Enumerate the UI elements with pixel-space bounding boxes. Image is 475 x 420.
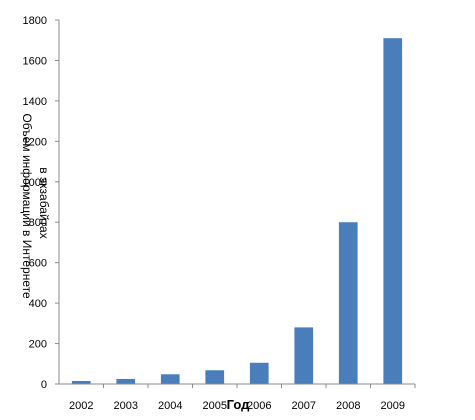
y-tick-label: 0 <box>41 379 47 391</box>
y-tick-label: 1600 <box>23 55 47 67</box>
x-tick-label-2003: 2003 <box>114 400 138 412</box>
y-axis-ticks: 0 200 400 600 800 1000 1200 1400 1600 1800 <box>23 15 59 391</box>
y-tick-label: 400 <box>29 298 47 310</box>
x-tick-label-2002: 2002 <box>69 400 93 412</box>
bar-2003 <box>116 378 136 384</box>
bar-2006 <box>249 362 269 384</box>
x-tick-label-2005: 2005 <box>203 400 227 412</box>
bar-2002 <box>71 380 91 384</box>
bar-2004 <box>160 374 180 384</box>
bar-2005 <box>205 370 225 384</box>
bars <box>71 38 403 384</box>
x-tick-label-2009: 2009 <box>381 400 405 412</box>
x-tick-label-2007: 2007 <box>292 400 316 412</box>
bar-2008 <box>338 222 358 384</box>
y-tick-label: 600 <box>29 258 47 270</box>
x-tick-label-2008: 2008 <box>336 400 360 412</box>
y-tick-label: 1400 <box>23 96 47 108</box>
y-tick-label: 1000 <box>23 177 47 189</box>
y-tick-label: 1200 <box>23 136 47 148</box>
bar-2009 <box>383 38 403 384</box>
y-axis-title-outer: Объем информации в Интернете <box>20 113 34 299</box>
x-tick-label-2006: 2006 <box>247 400 271 412</box>
y-tick-label: 800 <box>29 217 47 229</box>
x-axis-title: Год <box>227 397 250 412</box>
x-axis-ticks: 2002 2003 2004 2005 2006 2007 2008 2009 <box>69 384 416 412</box>
y-tick-label: 1800 <box>23 15 47 27</box>
y-tick-label: 200 <box>29 339 47 351</box>
x-tick-label-2004: 2004 <box>158 400 182 412</box>
y-axis-title-inner: в экзабайтах <box>37 167 51 238</box>
bar-2007 <box>294 327 314 384</box>
